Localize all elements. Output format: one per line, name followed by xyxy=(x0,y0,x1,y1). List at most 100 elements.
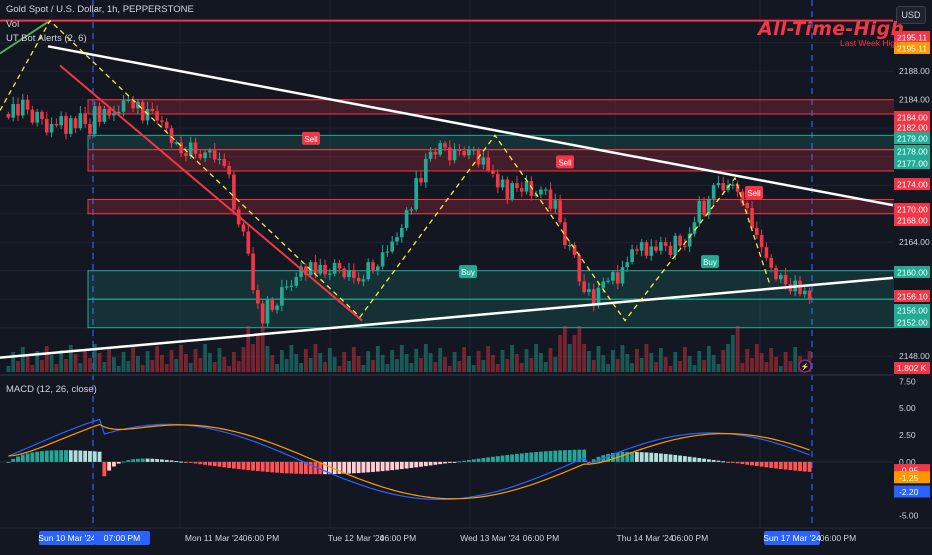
candle xyxy=(126,99,131,101)
volume-bar xyxy=(510,345,515,372)
candle xyxy=(54,123,59,126)
volume-bar xyxy=(716,364,721,372)
volume-label-text: 1.802 K xyxy=(897,363,927,373)
macd-histogram-bar xyxy=(294,461,299,474)
volume-bar xyxy=(136,356,140,372)
candle xyxy=(582,281,586,293)
macd-histogram-bar xyxy=(399,461,404,470)
volume-bar xyxy=(246,326,251,372)
macd-histogram-bar xyxy=(107,461,112,471)
macd-histogram-bar xyxy=(279,461,284,473)
resistance-trendline xyxy=(47,45,894,207)
volume-bar xyxy=(289,345,294,372)
candle xyxy=(572,245,577,256)
candle xyxy=(587,289,591,293)
macd-histogram-bar xyxy=(35,451,40,462)
candle xyxy=(390,241,395,252)
candle xyxy=(630,249,634,263)
macd-histogram-bar xyxy=(740,461,745,465)
volume-bar xyxy=(112,357,116,372)
volume-bar xyxy=(231,352,236,372)
candle xyxy=(774,267,778,280)
volume-bar xyxy=(212,362,217,372)
volume-bar xyxy=(634,349,639,372)
alert-icon-ring xyxy=(798,359,812,373)
volume-bar xyxy=(414,349,419,372)
macd-histogram-bar xyxy=(658,453,663,462)
macd-histogram-bar xyxy=(112,461,116,467)
signal-label: Buy xyxy=(461,268,475,277)
volume-bar xyxy=(423,344,428,372)
macd-tick: 2.50 xyxy=(899,430,916,440)
volume-bar xyxy=(515,354,519,372)
currency-button[interactable]: USD xyxy=(896,6,926,24)
volume-bar xyxy=(615,359,620,372)
candle xyxy=(337,262,342,269)
candle xyxy=(668,245,673,256)
volume-bar xyxy=(179,345,184,372)
candle xyxy=(304,266,308,275)
volume-bar xyxy=(769,348,774,372)
macd-value-label: -1.25 xyxy=(894,471,930,484)
candle xyxy=(697,200,702,223)
last-week-high-annotation: Last Week High xyxy=(840,38,900,48)
macd-histogram-bar xyxy=(323,461,327,475)
macd-pane xyxy=(0,418,893,501)
macd-histogram-bar xyxy=(174,461,179,463)
macd-histogram-bar xyxy=(64,450,68,462)
macd-histogram-bar xyxy=(433,461,438,465)
candle xyxy=(759,235,764,248)
candle xyxy=(318,265,323,274)
volume-bar xyxy=(745,349,750,372)
macd-histogram-bar xyxy=(78,450,83,462)
volume-bar xyxy=(433,362,438,372)
macd-histogram-bar xyxy=(390,461,395,471)
supply-zone xyxy=(87,149,932,172)
macd-tick: 0.00 xyxy=(899,457,916,467)
zigzag-path xyxy=(0,19,771,322)
volume-bar xyxy=(11,352,16,372)
candle xyxy=(184,153,188,157)
candle xyxy=(270,299,275,310)
price-label: 2160.00 xyxy=(894,266,930,278)
volume-bar xyxy=(299,363,303,372)
macd-histogram-bar xyxy=(150,458,155,462)
volume-bar xyxy=(44,346,49,372)
candle xyxy=(678,235,682,246)
candle xyxy=(169,128,174,144)
time-tick: Wed 13 Mar '24 xyxy=(460,533,520,543)
signal-buy: Buy xyxy=(701,255,719,269)
macd-histogram-bar xyxy=(414,461,419,468)
macd-histogram-bar xyxy=(654,453,658,462)
candle xyxy=(601,281,606,288)
candle xyxy=(529,180,534,196)
candle xyxy=(471,149,476,151)
candle xyxy=(256,289,260,304)
volume-bar xyxy=(419,358,423,372)
volume-bar xyxy=(375,346,380,372)
volume-bar xyxy=(241,347,246,372)
price-label-bg xyxy=(894,290,930,302)
volume-bar xyxy=(270,355,275,372)
time-tick: Thu 14 Mar '24 xyxy=(617,533,674,543)
macd-histogram-bar xyxy=(92,451,97,462)
macd-histogram-bar xyxy=(419,461,423,467)
time-tick: Tue 12 Mar '24 xyxy=(328,533,385,543)
candle xyxy=(260,303,265,324)
candle xyxy=(112,113,116,116)
macd-histogram-bar xyxy=(754,461,759,467)
macd-histogram-bar xyxy=(222,461,227,468)
candle xyxy=(635,249,639,251)
candle xyxy=(246,231,251,254)
volume-bar xyxy=(726,344,730,372)
macd-histogram-bar xyxy=(630,451,635,462)
price-tick: 2148.00 xyxy=(899,351,930,361)
macd-histogram-bar xyxy=(236,461,241,470)
candle xyxy=(447,147,452,161)
candle xyxy=(385,251,390,253)
price-label-bg xyxy=(894,178,930,190)
volume-bar xyxy=(759,353,764,372)
candle xyxy=(423,158,428,183)
